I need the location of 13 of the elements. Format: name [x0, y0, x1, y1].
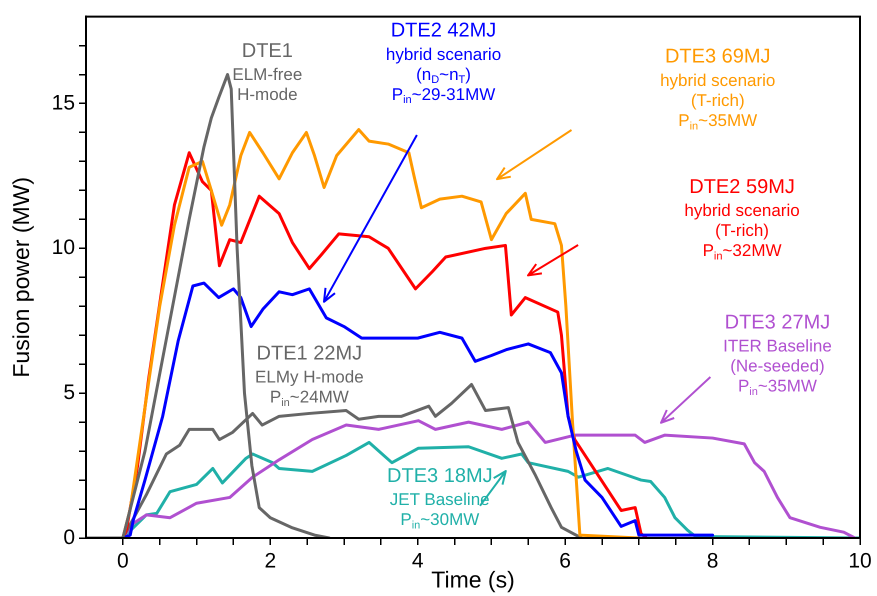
- x-tick-label: 6: [559, 549, 571, 572]
- annotation: DTE1 ELM-free H-mode: [232, 40, 302, 104]
- x-tick-label: 4: [412, 549, 424, 572]
- x-tick-label: 10: [848, 549, 872, 572]
- y-tick-label: 5: [63, 380, 75, 404]
- x-axis-title: Time (s): [431, 566, 515, 593]
- y-tick-label: 15: [52, 91, 75, 114]
- y-tick-label: 10: [52, 236, 75, 260]
- y-axis-title: Fusion power (MW): [8, 176, 34, 378]
- x-tick-label: 8: [706, 549, 718, 572]
- x-tick-label: 2: [264, 549, 276, 572]
- x-tick-label: 0: [117, 549, 129, 572]
- y-tick-label: 0: [63, 526, 75, 549]
